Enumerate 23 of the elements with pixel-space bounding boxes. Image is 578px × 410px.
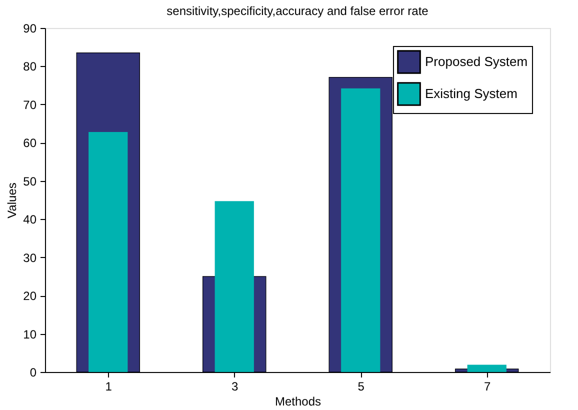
bar: [214, 201, 254, 372]
y-tick-label: 10: [23, 327, 37, 342]
x-tick-label: 3: [232, 380, 239, 394]
y-tick-label: 60: [23, 136, 37, 150]
legend-label: Proposed System: [425, 54, 528, 69]
y-tick-label: 70: [23, 98, 37, 112]
legend-label: Existing System: [425, 86, 518, 101]
chart-title: sensitivity,specificity,accuracy and false error rate: [166, 4, 429, 18]
y-tick-label: 90: [23, 22, 37, 36]
y-tick-label: 30: [23, 250, 37, 265]
y-tick-label: 40: [23, 212, 37, 227]
y-tick-label: 20: [23, 289, 37, 304]
x-tick-label: 1: [105, 380, 112, 394]
bar: [467, 364, 506, 372]
y-tick-label: 0: [30, 366, 37, 380]
x-axis-title: Methods: [274, 394, 322, 408]
y-tick-label: 50: [23, 174, 37, 188]
bar: [88, 132, 128, 372]
bar: [341, 88, 380, 372]
x-tick-label: 7: [484, 380, 492, 394]
y-tick-label: 80: [23, 60, 37, 74]
x-tick-label: 5: [358, 380, 365, 394]
y-axis-title: Values: [5, 182, 20, 218]
